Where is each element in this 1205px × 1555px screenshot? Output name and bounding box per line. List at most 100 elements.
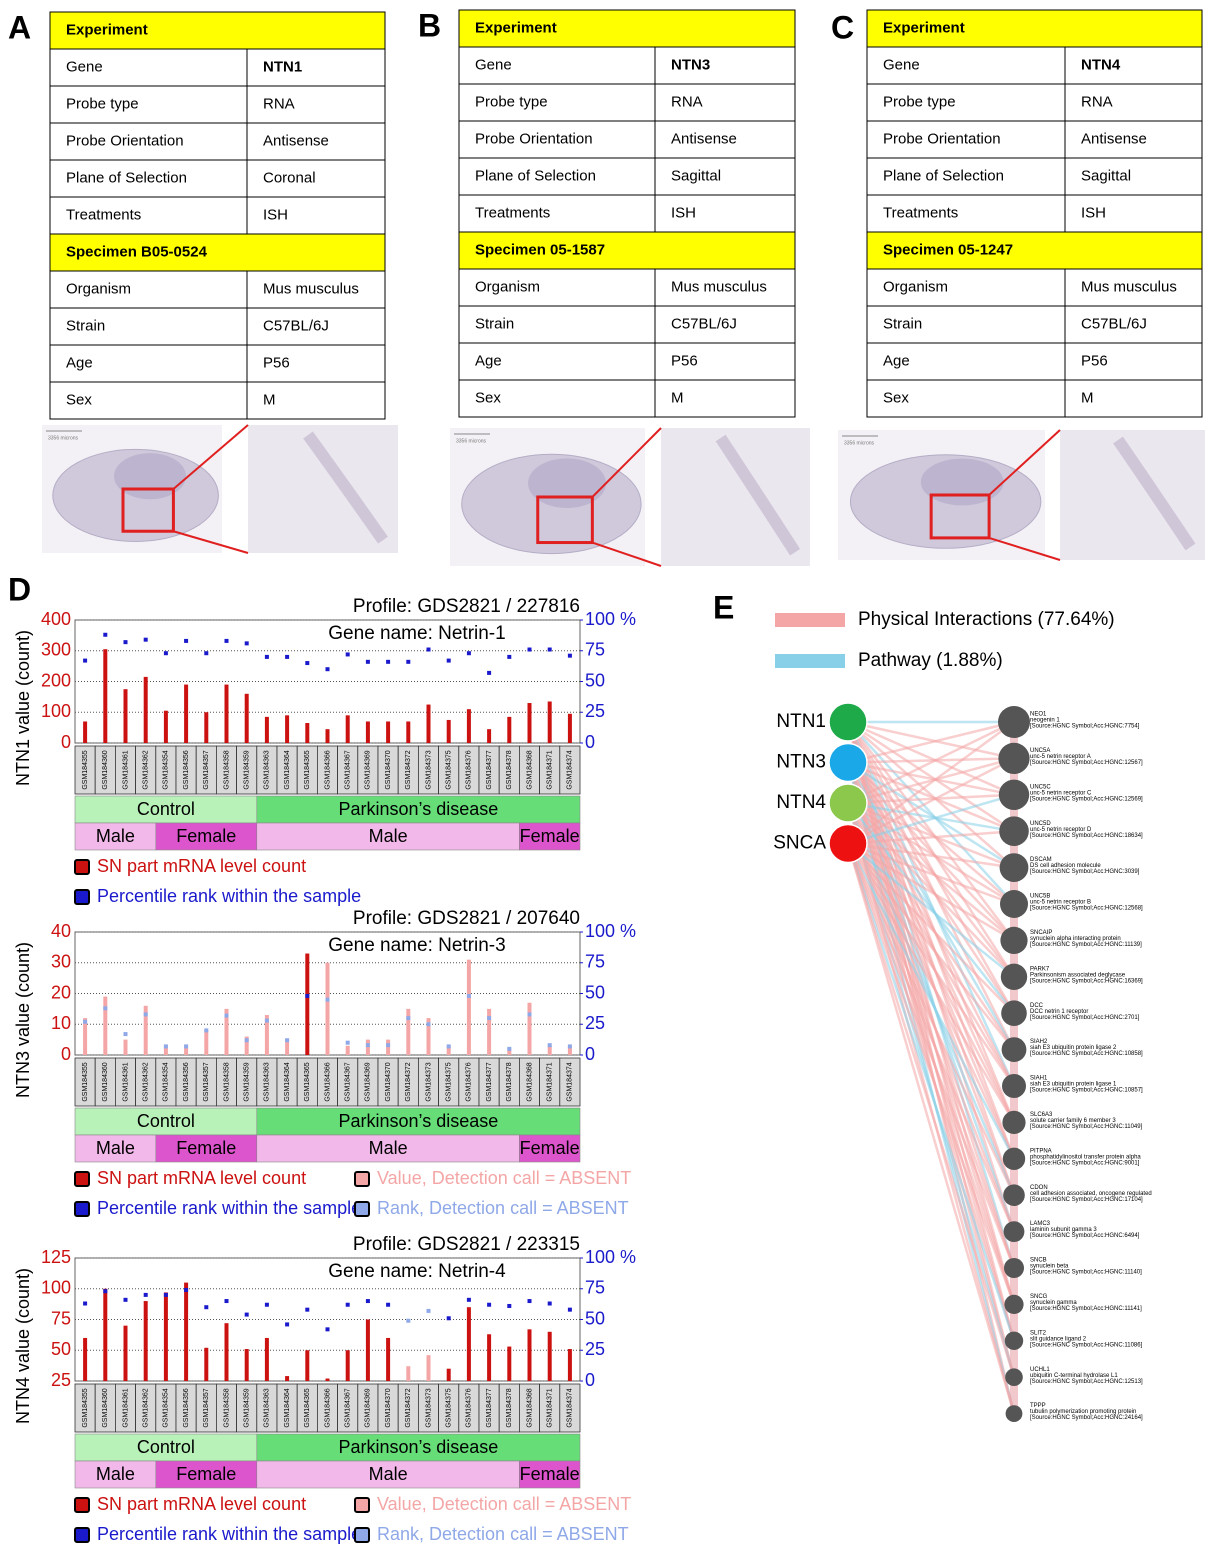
x-tick-label: GSM184376 bbox=[466, 750, 473, 789]
x-tick-label: GSM184376 bbox=[466, 1062, 473, 1101]
bar bbox=[164, 711, 168, 743]
table-key: Probe Orientation bbox=[66, 132, 184, 149]
bar bbox=[346, 715, 350, 743]
bar bbox=[245, 694, 249, 743]
target-source: [Source:HGNC Symbol;Acc:HGNC:2701] bbox=[1030, 1015, 1140, 1021]
table-header: Experiment bbox=[883, 19, 965, 36]
rank-point bbox=[548, 1043, 552, 1047]
table-value: C57BL/6J bbox=[1081, 315, 1147, 332]
y2-tick-label: 75 bbox=[585, 952, 605, 972]
table-value: RNA bbox=[671, 93, 703, 110]
bar bbox=[326, 729, 330, 743]
rank-point bbox=[103, 633, 107, 637]
rank-point bbox=[184, 1288, 188, 1292]
rank-point bbox=[406, 1016, 410, 1020]
group-label: Control bbox=[137, 799, 195, 819]
target-source: [Source:HGNC Symbol;Acc:HGNC:3039] bbox=[1030, 869, 1140, 875]
bar bbox=[528, 1003, 532, 1055]
table-key: Gene bbox=[883, 56, 920, 73]
x-tick-label: GSM184364 bbox=[284, 750, 291, 789]
target-node bbox=[1004, 1295, 1023, 1314]
subgroup-label: Male bbox=[96, 1138, 135, 1158]
rank-point bbox=[568, 654, 572, 658]
target-source: [Source:HGNC Symbol;Acc:HGNC:12568] bbox=[1030, 906, 1143, 912]
legend-swatch bbox=[75, 1498, 89, 1512]
x-tick-label: GSM184354 bbox=[163, 1388, 170, 1427]
query-label: NTN3 bbox=[776, 752, 826, 773]
rank-point bbox=[124, 1298, 128, 1302]
target-node bbox=[1003, 1184, 1025, 1206]
scale-bar-label: 3356 microns bbox=[48, 435, 79, 441]
subgroup-label: Female bbox=[176, 826, 236, 846]
subgroup-label: Female bbox=[520, 1464, 580, 1484]
subgroup-label: Male bbox=[369, 826, 408, 846]
rank-point bbox=[184, 1044, 188, 1048]
panel-label: D bbox=[8, 571, 31, 607]
x-tick-label: GSM184364 bbox=[284, 1062, 291, 1101]
rank-point bbox=[447, 659, 451, 663]
legend-label: SN part mRNA level count bbox=[97, 856, 306, 876]
table-key: Gene bbox=[66, 58, 103, 75]
x-tick-label: GSM184372 bbox=[405, 1388, 412, 1427]
edges bbox=[848, 722, 1014, 1414]
x-tick-label: GSM184356 bbox=[183, 1062, 190, 1101]
rank-point bbox=[467, 1298, 471, 1302]
rank-point bbox=[124, 640, 128, 644]
panel-label: A bbox=[8, 9, 31, 45]
rank-point bbox=[225, 1014, 229, 1018]
x-tick-label: GSM184361 bbox=[122, 1062, 129, 1101]
y-tick-label: 100 bbox=[41, 701, 71, 721]
legend-label: Percentile rank within the sample bbox=[97, 1524, 361, 1544]
rank-point bbox=[305, 661, 309, 665]
y-tick-label: 200 bbox=[41, 670, 71, 690]
y2-tick-label: 0 bbox=[585, 1370, 595, 1390]
table-key: Organism bbox=[883, 278, 948, 295]
bar bbox=[103, 997, 107, 1055]
table-key: Probe type bbox=[66, 95, 139, 112]
rank-point bbox=[164, 651, 168, 655]
bar bbox=[427, 1355, 431, 1381]
query-label: NTN1 bbox=[776, 711, 826, 732]
x-tick-label: GSM184354 bbox=[163, 750, 170, 789]
rank-point bbox=[386, 660, 390, 664]
target-node bbox=[1000, 853, 1029, 882]
rank-point bbox=[326, 998, 330, 1002]
rank-point bbox=[346, 1041, 350, 1045]
legend-label: Physical Interactions (77.64%) bbox=[858, 609, 1115, 630]
rank-point bbox=[406, 660, 410, 664]
rank-point bbox=[204, 1305, 208, 1309]
rank-point bbox=[568, 1044, 572, 1048]
query-node bbox=[829, 744, 867, 782]
rank-point bbox=[245, 641, 249, 645]
table-key: Strain bbox=[475, 315, 514, 332]
table-header: Specimen 05-1587 bbox=[475, 241, 605, 258]
query-node bbox=[829, 784, 867, 822]
bar bbox=[487, 1334, 491, 1381]
legend-swatch bbox=[355, 1528, 369, 1542]
y-tick-label: 25 bbox=[51, 1370, 71, 1390]
bar bbox=[568, 714, 572, 743]
x-tick-label: GSM184371 bbox=[547, 750, 554, 789]
y-tick-label: 75 bbox=[51, 1308, 71, 1328]
bar bbox=[528, 703, 532, 743]
x-tick-label: GSM184376 bbox=[466, 1388, 473, 1427]
x-tick-label: GSM184368 bbox=[526, 1062, 533, 1101]
table-value: Sagittal bbox=[1081, 167, 1131, 184]
table-key: Sex bbox=[475, 389, 501, 406]
table-key: Organism bbox=[475, 278, 540, 295]
x-tick-label: GSM184360 bbox=[102, 1388, 109, 1427]
x-tick-label: GSM184370 bbox=[385, 750, 392, 789]
bar bbox=[225, 1323, 229, 1381]
bar bbox=[406, 721, 410, 743]
target-node bbox=[1002, 1074, 1026, 1098]
x-tick-label: GSM184360 bbox=[102, 1062, 109, 1101]
bar bbox=[447, 720, 451, 743]
bar bbox=[406, 1366, 410, 1381]
bar bbox=[548, 701, 552, 743]
table-value: ISH bbox=[671, 204, 696, 221]
table-value: P56 bbox=[671, 352, 698, 369]
rank-point bbox=[386, 1303, 390, 1307]
table-value: Mus musculus bbox=[263, 280, 359, 297]
bar bbox=[548, 1332, 552, 1381]
rank-point bbox=[528, 648, 532, 652]
